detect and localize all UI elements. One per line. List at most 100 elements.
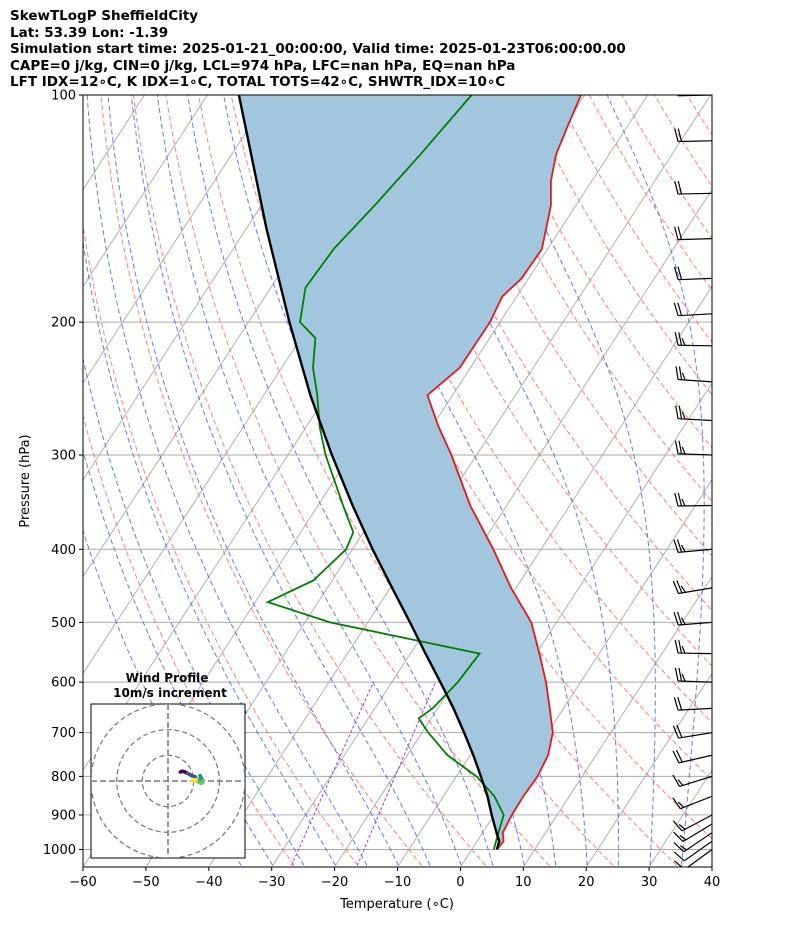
wind-barb	[674, 849, 712, 867]
y-tick-label: 1000	[43, 843, 76, 858]
dry-adiabat-line	[360, 95, 712, 667]
x-tick-label: −20	[321, 875, 348, 890]
isotherm-line	[649, 769, 712, 866]
dry-adiabat-line	[523, 95, 712, 396]
isotherm-line	[83, 95, 208, 288]
hodograph-title: Wind Profile	[126, 671, 209, 685]
isotherm-line	[0, 95, 82, 865]
wind-barb	[675, 405, 712, 422]
x-tick-label: −10	[384, 875, 411, 890]
y-tick-label: 300	[51, 448, 76, 463]
wind-barb	[674, 639, 712, 655]
moist-adiabat-line	[130, 95, 431, 866]
y-axis-label: Pressure (hPa)	[18, 434, 33, 527]
x-tick-label: 30	[641, 875, 658, 890]
moist-adiabat-line	[83, 239, 337, 866]
moist-adiabat-line	[86, 95, 368, 866]
isotherm-line	[713, 95, 794, 865]
parcel-path-line	[237, 95, 501, 850]
moist-adiabat-line	[187, 95, 494, 866]
hodograph-trace	[178, 769, 205, 786]
wind-barb	[674, 440, 712, 456]
isotherm-line	[523, 575, 712, 866]
indices-line: LFT IDX=12∘C, K IDX=1∘C, TOTAL TOTS=42∘C…	[10, 74, 506, 90]
x-tick-label: 0	[456, 875, 464, 890]
wind-barbs	[672, 95, 712, 867]
wind-barb	[672, 774, 712, 788]
y-axis-ticks: 100 200 300 400 500 600 700 800 900 1000	[43, 89, 83, 858]
location-line: Lat: 53.39 Lon: -1.39	[10, 24, 169, 41]
dewpoint-line	[265, 95, 505, 850]
moist-adiabat-line	[83, 356, 305, 866]
plot-area	[0, 95, 794, 867]
x-tick-label: −50	[132, 875, 159, 890]
dry-adiabat-line	[491, 95, 712, 449]
y-tick-label: 600	[51, 676, 76, 691]
wind-barb	[673, 823, 712, 843]
dry-adiabat-line	[83, 413, 295, 866]
hodograph-inset: Wind Profile 10m/s increment	[90, 671, 246, 859]
wind-barb	[673, 611, 712, 626]
isotherm-line	[83, 95, 271, 384]
mixing-ratio-lines	[291, 681, 437, 866]
y-tick-label: 800	[51, 770, 76, 785]
wind-barb	[674, 492, 712, 507]
dry-adiabat-line	[653, 95, 712, 188]
dry-adiabat-line	[393, 95, 712, 612]
wind-barb	[674, 332, 712, 347]
time-line: Simulation start time: 2025-01-21_00:00:…	[10, 41, 626, 57]
x-tick-label: −40	[195, 875, 222, 890]
wind-barb	[674, 180, 712, 195]
wind-barb	[672, 814, 712, 832]
x-tick-label: 20	[578, 875, 595, 890]
isotherm-line	[586, 672, 712, 866]
dry-adiabat-line	[686, 95, 712, 136]
wind-barb	[673, 302, 712, 317]
wind-barb	[672, 724, 712, 739]
hodograph-subtitle: 10m/s increment	[113, 686, 227, 700]
dry-adiabat-line	[425, 95, 712, 557]
moist-adiabat-line	[83, 448, 274, 866]
wind-barb	[673, 539, 712, 553]
y-tick-label: 500	[51, 616, 76, 631]
chart-header: SkewTLogP SheffieldCity Lat: 53.39 Lon: …	[10, 8, 780, 91]
wind-barb	[675, 366, 712, 383]
wind-barb	[673, 266, 712, 281]
y-tick-label: 700	[51, 726, 76, 741]
dry-adiabat-line	[132, 95, 486, 866]
x-tick-label: −60	[69, 875, 96, 890]
wind-barb	[673, 696, 712, 711]
chart-title: SkewTLogP SheffieldCity	[10, 8, 199, 24]
dry-adiabat-line	[719, 95, 794, 866]
isotherm-line	[0, 95, 19, 865]
hodograph-rings	[91, 704, 245, 858]
x-tick-label: −30	[258, 875, 285, 890]
y-tick-label: 900	[51, 808, 76, 823]
dry-adiabat-line	[100, 95, 423, 866]
wind-barb	[673, 840, 712, 862]
dry-adiabat-line	[83, 222, 359, 866]
y-tick-label: 100	[51, 89, 76, 104]
mixing-ratio-line	[356, 681, 437, 866]
wind-barb	[674, 667, 712, 683]
parameters-line: CAPE=0 j/kg, CIN=0 j/kg, LCL=974 hPa, LF…	[10, 57, 516, 74]
x-tick-label: 40	[704, 875, 721, 890]
dry-adiabat-line	[458, 95, 712, 503]
x-tick-label: 10	[515, 875, 532, 890]
moist-adiabat-line	[107, 95, 399, 866]
mixing-ratio-line	[291, 681, 374, 866]
dry-adiabat-line	[752, 95, 794, 866]
wind-barb	[673, 832, 712, 853]
y-tick-label: 400	[51, 543, 76, 558]
moist-adiabat-line	[391, 95, 620, 866]
cin-cape-shading	[238, 95, 581, 850]
temperature-line	[426, 95, 582, 851]
isotherm-line	[272, 188, 712, 866]
y-tick-label: 200	[51, 316, 76, 331]
x-axis-ticks: −60 −50 −40 −30 −20 −10 0 10 20 30 40	[69, 867, 720, 890]
wind-barb	[674, 226, 712, 241]
dry-adiabat-line	[556, 95, 712, 343]
moist-adiabat-line	[606, 95, 705, 866]
dry-adiabat-line	[621, 95, 712, 239]
